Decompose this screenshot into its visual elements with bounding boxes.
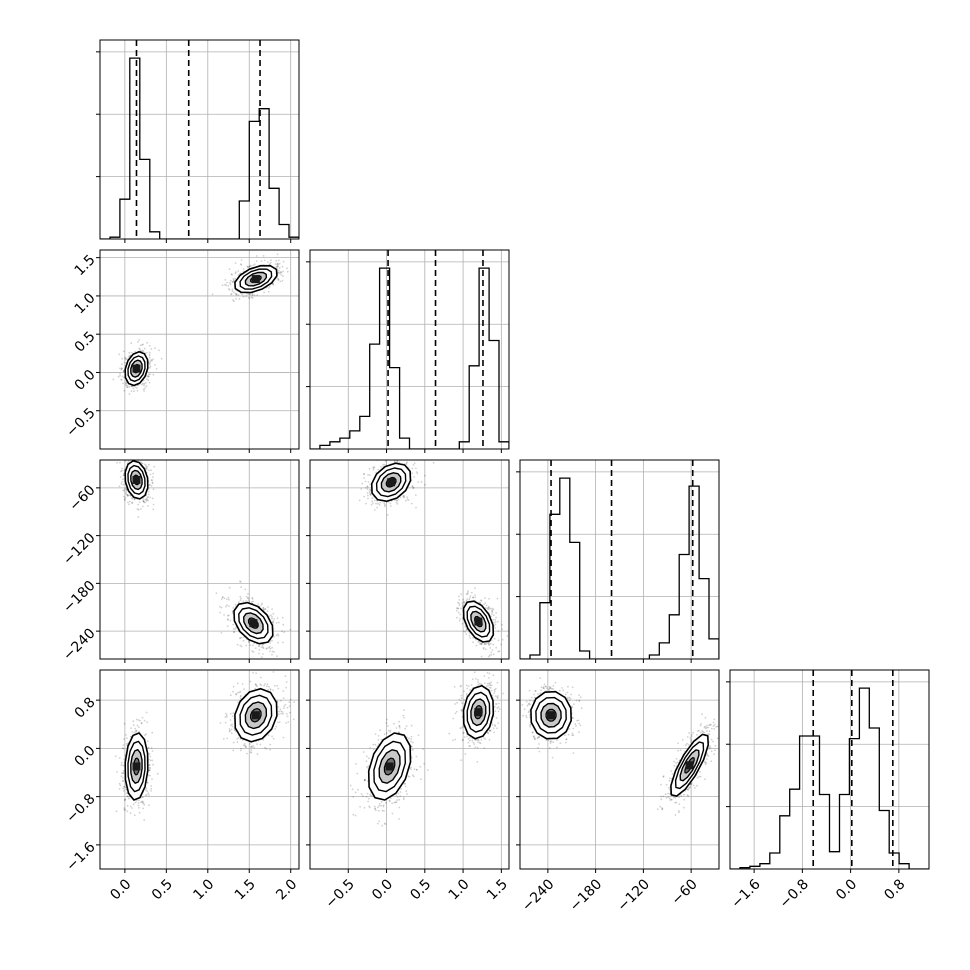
histogram-step	[310, 267, 509, 449]
panel-3-2: −240 −180 −120 −60	[516, 669, 720, 915]
x-tick-label: 1.0	[446, 876, 473, 903]
y-tick-label: −240	[60, 625, 99, 664]
y-tick-label: −0.5	[63, 405, 98, 440]
panel-frame	[729, 669, 930, 870]
panel-frame	[99, 669, 300, 870]
y-tick-label: −180	[60, 578, 99, 617]
density-peak	[474, 708, 483, 717]
density-peak	[387, 478, 396, 487]
x-tick-label: −1.6	[728, 876, 763, 911]
density-peak	[132, 762, 141, 771]
x-tick-label: 0.0	[369, 876, 396, 903]
density-peak	[385, 762, 394, 771]
x-tick-label: −0.5	[323, 876, 358, 911]
y-tick-label: 0.8	[72, 694, 99, 721]
histogram-step	[730, 687, 929, 869]
y-tick-label: 0.0	[72, 743, 99, 770]
x-tick-label: 1.5	[484, 876, 511, 903]
y-tick-label: −0.8	[63, 791, 98, 826]
panel-frame	[519, 459, 720, 660]
panel-2-0: −240 −180 −120 −60	[60, 459, 300, 664]
x-tick-label: −240	[519, 876, 558, 915]
panel-frame	[309, 249, 510, 450]
density-peak	[251, 711, 260, 720]
panel-frame	[309, 459, 510, 660]
density-peak	[132, 475, 141, 484]
panel-3-1: −0.5 0.0 0.5 1.0 1.5	[306, 669, 511, 912]
x-tick-label: 1.0	[190, 876, 217, 903]
panel-frame	[99, 249, 300, 450]
x-tick-label: 1.5	[232, 876, 259, 903]
density-peak	[685, 761, 694, 770]
y-tick-label: 0.0	[72, 367, 99, 394]
panel-frame	[99, 459, 300, 660]
panel-2-2	[516, 459, 720, 663]
y-tick-label: 1.5	[72, 252, 99, 279]
density-peak	[474, 617, 483, 626]
x-tick-label: 0.5	[407, 876, 434, 903]
histogram-step	[100, 57, 299, 239]
panel-2-1	[306, 459, 510, 663]
x-tick-label: 0.5	[149, 876, 176, 903]
density-peak	[251, 275, 260, 284]
panel-1-1	[306, 249, 510, 453]
panel-frame	[99, 39, 300, 240]
x-tick-label: 0.0	[833, 876, 860, 903]
panel-3-3: −1.6 −0.8 0.0 0.8	[726, 669, 930, 912]
panel-frame	[519, 669, 720, 870]
panel-3-0: −1.6 −0.8 0.0 0.8 0.0 0.5 1.0 1.5 2.0	[63, 669, 300, 903]
density-peak	[249, 619, 258, 628]
x-tick-label: −0.8	[777, 876, 812, 911]
y-tick-label: 1.0	[72, 290, 99, 317]
histogram-step	[520, 477, 719, 659]
x-tick-label: 0.8	[881, 876, 908, 903]
x-tick-label: −60	[669, 876, 701, 908]
y-tick-label: −120	[60, 530, 99, 569]
x-tick-label: 2.0	[273, 876, 300, 903]
density-peak	[132, 364, 141, 373]
y-tick-label: −1.6	[63, 839, 98, 874]
panel-0-0	[96, 39, 300, 243]
density-peak	[547, 711, 556, 720]
y-tick-label: −60	[66, 482, 98, 514]
y-tick-label: 0.5	[72, 329, 99, 356]
x-tick-label: −180	[567, 876, 606, 915]
panel-frame	[309, 669, 510, 870]
x-tick-label: 0.0	[107, 876, 134, 903]
x-tick-label: −120	[614, 876, 653, 915]
panel-1-0: −0.5 0.0 0.5 1.0 1.5	[63, 249, 300, 453]
